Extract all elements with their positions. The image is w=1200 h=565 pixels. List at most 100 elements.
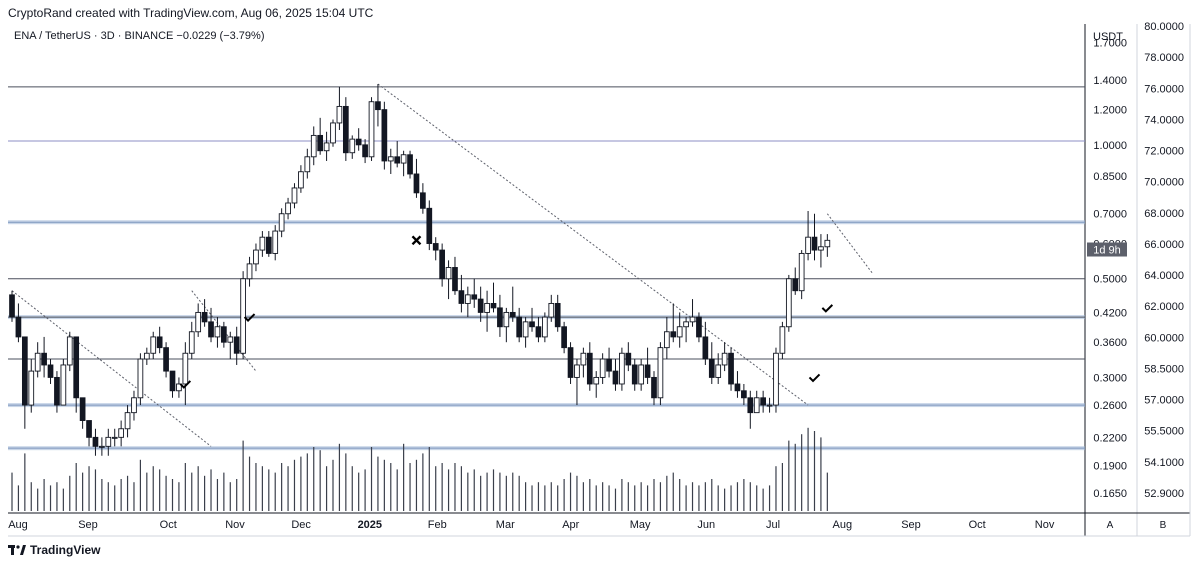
candle-body — [278, 213, 285, 232]
check-icon — [821, 304, 834, 313]
candle-body — [73, 336, 80, 399]
candle — [124, 405, 131, 438]
secondary-tick-label: 70.0000 — [1144, 177, 1184, 189]
candle — [471, 278, 478, 308]
candle-body — [509, 311, 516, 318]
candle — [779, 321, 786, 360]
annotations — [179, 235, 834, 389]
candle — [464, 286, 471, 318]
price-tick-label: 0.5000 — [1093, 274, 1127, 286]
candle-body — [663, 331, 670, 349]
time-tick-label: Aug — [833, 519, 853, 531]
candle-body — [272, 230, 279, 254]
candle-body — [651, 376, 657, 399]
candle-body — [381, 109, 388, 162]
candle-body — [497, 307, 503, 328]
candle-body — [124, 412, 131, 430]
candle-body — [753, 397, 760, 414]
secondary-tick-label: 55.5000 — [1144, 426, 1184, 438]
candle — [336, 86, 343, 130]
secondary-tick-label: 54.1000 — [1144, 457, 1184, 469]
candle-body — [490, 302, 497, 309]
candle-body — [394, 156, 401, 164]
candle — [278, 208, 285, 238]
price-tick-label: 1.0000 — [1093, 140, 1127, 152]
candle — [503, 307, 510, 343]
candle — [760, 390, 766, 413]
symbol-pair[interactable]: ENA / TetherUS · 3D · BINANCE — [14, 30, 174, 42]
candle-body — [323, 142, 330, 152]
trendline-3 — [826, 213, 873, 274]
secondary-tick-label: 62.0000 — [1144, 301, 1184, 313]
candle — [349, 135, 356, 159]
candle — [54, 371, 60, 413]
candle — [137, 353, 144, 406]
candle-body — [156, 336, 163, 349]
candle-body — [818, 246, 824, 251]
candle-body — [253, 249, 259, 265]
candle-body — [259, 236, 266, 251]
candle-body — [60, 364, 67, 406]
candle-body — [246, 263, 253, 280]
candle-body — [708, 358, 715, 378]
candle-body — [426, 207, 433, 244]
candle-body — [143, 352, 150, 360]
candle — [195, 303, 202, 337]
candle-body — [721, 352, 728, 366]
candle-body — [400, 154, 407, 164]
candle-body — [407, 154, 413, 175]
candle-body — [118, 428, 124, 438]
candle — [574, 359, 580, 406]
log-scale-button[interactable]: B — [1160, 520, 1167, 531]
candle — [413, 158, 420, 198]
candle-body — [779, 326, 786, 354]
candle-body — [773, 352, 779, 406]
candle — [785, 274, 792, 332]
candle — [118, 420, 124, 447]
candle-body — [413, 173, 420, 194]
candle — [490, 282, 497, 313]
candle-body — [798, 252, 805, 292]
price-tick-label: 0.3000 — [1093, 372, 1127, 384]
candle — [484, 290, 490, 332]
candle-body — [375, 101, 381, 111]
auto-scale-button[interactable]: A — [1107, 520, 1114, 531]
candle — [298, 165, 304, 193]
candle-body — [676, 326, 683, 338]
candle-body — [529, 321, 535, 328]
candle — [580, 347, 587, 378]
candle — [670, 303, 677, 343]
candle-body — [349, 138, 356, 154]
candle — [362, 139, 368, 164]
candle — [221, 321, 227, 348]
candle — [73, 336, 80, 413]
candle-body — [452, 267, 458, 292]
candle — [143, 347, 150, 365]
candle-body — [445, 267, 452, 280]
candle — [400, 150, 407, 177]
candle-body — [105, 436, 112, 447]
candle — [773, 347, 779, 413]
candle-body — [606, 358, 612, 372]
candle — [304, 148, 311, 179]
candle — [593, 371, 600, 398]
price-tick-label: 0.4200 — [1093, 307, 1127, 319]
tradingview-logo[interactable]: TradingView — [8, 543, 100, 557]
candle-body — [638, 364, 645, 385]
candle — [638, 359, 645, 391]
candle-body — [291, 187, 298, 204]
candle-body — [464, 294, 471, 304]
candle — [567, 342, 574, 384]
candle — [41, 336, 47, 378]
candle — [291, 183, 298, 209]
candle-body — [195, 311, 202, 333]
trendline-0 — [11, 290, 212, 447]
candle — [599, 353, 606, 384]
candle-body — [554, 302, 561, 328]
candle-body — [28, 370, 35, 406]
candle-body — [657, 347, 664, 399]
candle — [766, 397, 773, 413]
candle-body — [484, 302, 490, 313]
candle — [728, 347, 734, 391]
